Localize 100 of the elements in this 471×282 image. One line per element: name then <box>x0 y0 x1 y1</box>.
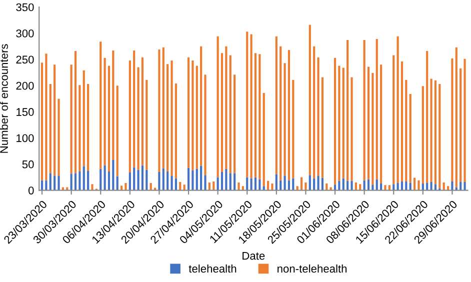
bar <box>300 177 303 190</box>
bar <box>116 176 118 190</box>
bar <box>313 178 316 190</box>
bar <box>220 172 224 190</box>
bar <box>104 165 106 190</box>
bar <box>254 177 257 190</box>
bar <box>108 171 110 190</box>
bar <box>70 64 72 174</box>
bar <box>229 55 232 174</box>
bar <box>54 64 56 176</box>
bar <box>350 77 353 181</box>
bar <box>174 84 178 178</box>
bar <box>396 36 399 184</box>
bar <box>146 170 148 190</box>
bar <box>54 176 56 190</box>
bar <box>49 173 52 190</box>
bar <box>179 182 182 190</box>
bar <box>422 86 424 184</box>
bar <box>372 73 374 185</box>
bar <box>100 168 102 190</box>
bar <box>392 184 395 190</box>
bar <box>455 47 458 188</box>
bar <box>430 182 432 190</box>
bar <box>392 55 395 184</box>
bar <box>133 50 136 168</box>
bar <box>78 171 81 190</box>
bar <box>87 170 90 190</box>
bar <box>216 36 219 178</box>
bar <box>321 178 324 190</box>
bar <box>158 49 160 172</box>
bar <box>384 185 386 190</box>
bar <box>133 167 136 190</box>
bar <box>70 174 72 190</box>
bar <box>40 62 44 180</box>
bar <box>62 187 64 190</box>
bar <box>317 176 320 190</box>
bar <box>334 58 336 185</box>
bar <box>234 74 236 174</box>
bar <box>308 175 311 190</box>
bar <box>100 42 102 169</box>
bar <box>229 173 232 190</box>
bar <box>234 173 236 190</box>
bar <box>400 62 404 182</box>
bar <box>350 180 353 190</box>
bar <box>464 58 466 182</box>
bar <box>414 178 416 190</box>
bar <box>204 74 206 176</box>
bar <box>296 186 298 190</box>
bar <box>442 182 445 190</box>
bar <box>321 77 324 178</box>
bar <box>313 46 316 178</box>
bar <box>196 66 198 169</box>
bar <box>284 63 286 176</box>
bar <box>250 178 252 190</box>
bar <box>192 60 194 170</box>
bar <box>141 57 144 166</box>
bar <box>430 78 432 182</box>
bar <box>258 54 261 180</box>
bar <box>334 184 336 190</box>
y-tick-label: 100 <box>16 134 34 142</box>
bar <box>170 60 173 176</box>
bar <box>45 180 48 190</box>
bar <box>426 183 428 190</box>
y-tick-label: 150 <box>16 108 34 116</box>
bar <box>451 181 454 190</box>
bar <box>40 180 44 190</box>
bar <box>91 184 94 190</box>
bar <box>225 168 228 190</box>
bar <box>451 58 454 182</box>
bar <box>220 53 224 172</box>
bar <box>288 50 290 180</box>
bar <box>128 60 131 173</box>
bar <box>438 84 441 188</box>
bar <box>150 183 152 190</box>
bar <box>262 186 265 190</box>
x-axis-title: Date <box>242 252 265 260</box>
bar <box>284 176 286 190</box>
bar <box>200 166 202 190</box>
bar <box>292 80 294 178</box>
bar <box>434 80 437 184</box>
bar <box>238 182 240 190</box>
bar <box>354 182 357 190</box>
bar <box>338 66 340 181</box>
bar <box>246 177 248 190</box>
bar <box>124 183 127 190</box>
bar <box>342 178 344 190</box>
bar <box>192 170 194 190</box>
bar <box>216 177 219 190</box>
bar <box>154 188 156 190</box>
bar <box>380 64 382 184</box>
bar <box>183 184 186 190</box>
bar <box>204 175 206 190</box>
bar <box>74 173 77 190</box>
bar <box>280 180 282 190</box>
bar <box>418 180 420 190</box>
bar <box>196 168 198 190</box>
bar <box>388 185 390 190</box>
bar <box>45 54 48 180</box>
bar <box>158 172 160 190</box>
bar <box>346 180 349 190</box>
